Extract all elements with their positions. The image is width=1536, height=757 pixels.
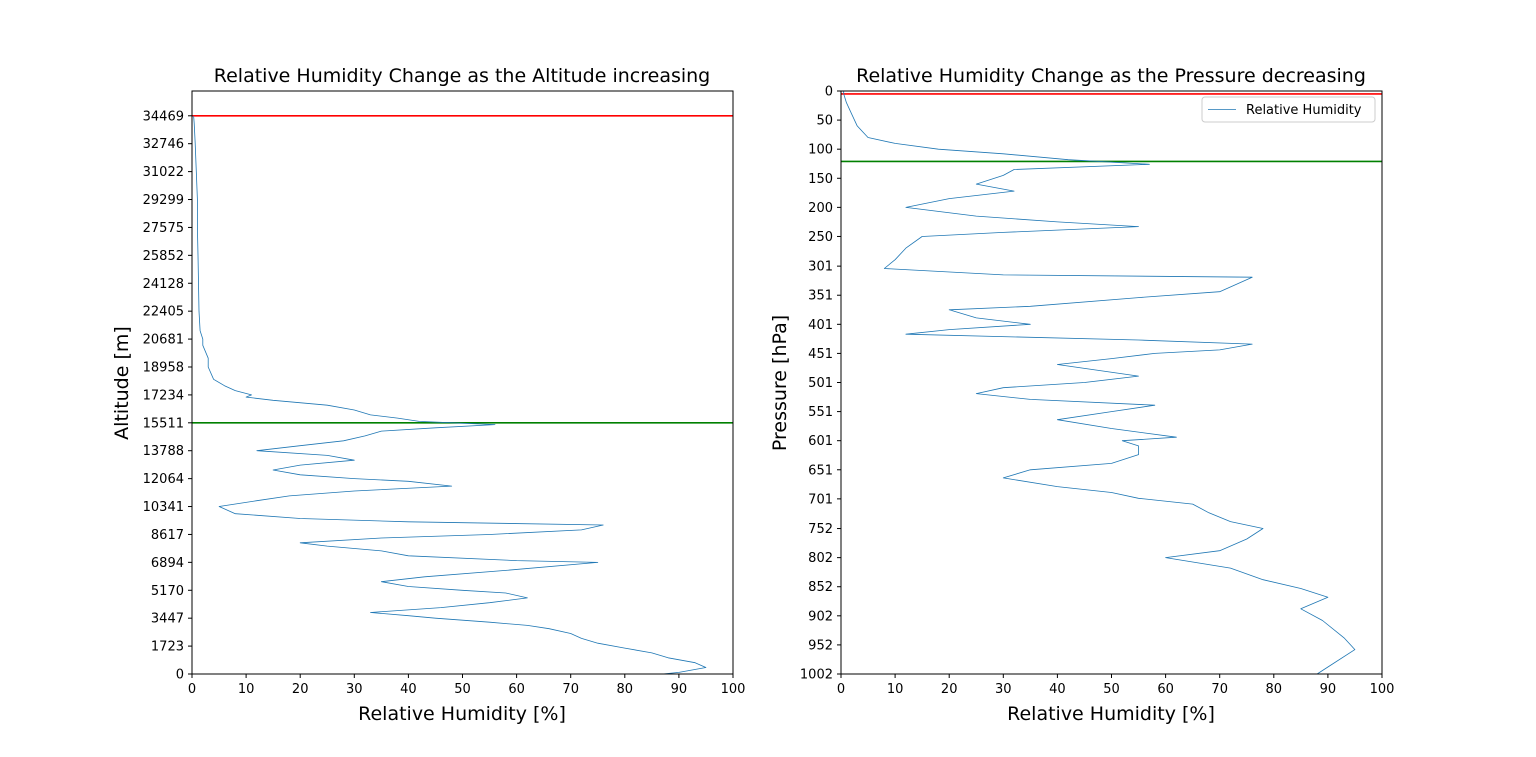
pressure-ytick-label: 0 [825,85,833,100]
altitude-xtick-label: 30 [346,682,363,697]
altitude-ytick-label: 8617 [151,528,184,543]
pressure-ytick-label: 100 [808,143,833,158]
pressure-ytick-label: 1002 [800,668,833,683]
pressure-ytick-label: 601 [808,434,833,449]
altitude-ytick-label: 15511 [143,416,184,431]
altitude-ytick-label: 12064 [143,472,184,487]
altitude-ytick-label: 13788 [143,444,184,459]
altitude-ytick-label: 25852 [143,249,184,264]
altitude-ytick-label: 34469 [143,109,184,124]
pressure-humidity-series-line [843,91,1356,675]
altitude-humidity-series-line [193,115,707,675]
altitude-ytick-label: 18958 [143,360,184,375]
pressure-xtick-label: 50 [1103,682,1120,697]
altitude-xtick-label: 10 [238,682,255,697]
altitude-ytick-label: 20681 [143,333,184,348]
pressure-chart-panel: Relative Humidity Change as the Pressure… [769,65,1394,725]
altitude-ytick-label: 24128 [143,277,184,292]
pressure-xtick-label: 100 [1370,682,1395,697]
altitude-ytick-label: 17234 [143,388,184,403]
altitude-ytick-label: 32746 [143,137,184,152]
pressure-ytick-label: 701 [808,492,833,507]
pressure-ytick-label: 852 [808,580,833,595]
pressure-ytick-label: 250 [808,230,833,245]
pressure-ytick-label: 301 [808,260,833,275]
altitude-ytick-label: 31022 [143,165,184,180]
altitude-xtick-label: 40 [400,682,417,697]
altitude-ytick-label: 22405 [143,305,184,320]
pressure-ytick-label: 200 [808,201,833,216]
pressure-xtick-label: 40 [1049,682,1066,697]
altitude-chart-plot-area [192,91,733,674]
altitude-chart-panel: Relative Humidity Change as the Altitude… [111,65,745,725]
altitude-xtick-label: 70 [562,682,579,697]
legend-box [1201,96,1376,123]
pressure-ytick-label: 952 [808,638,833,653]
altitude-xtick-label: 90 [671,682,688,697]
pressure-xtick-label: 20 [941,682,958,697]
pressure-ytick-label: 501 [808,376,833,391]
pressure-ytick-label: 752 [808,522,833,537]
pressure-chart-plot-area [841,91,1382,674]
altitude-xtick-label: 0 [188,682,196,697]
pressure-ytick-label: 902 [808,609,833,624]
altitude-ytick-label: 3447 [151,612,184,627]
altitude-chart-title: Relative Humidity Change as the Altitude… [214,65,711,87]
pressure-ytick-label: 50 [816,114,833,129]
pressure-xtick-label: 0 [837,682,845,697]
legend-entry-relative-humidity: Relative Humidity [1246,103,1362,118]
pressure-chart-ylabel: Pressure [hPa] [769,315,791,451]
pressure-xtick-label: 70 [1211,682,1228,697]
altitude-chart-ylabel: Altitude [m] [111,326,133,440]
pressure-chart-title: Relative Humidity Change as the Pressure… [856,65,1366,87]
altitude-ytick-label: 27575 [143,221,184,236]
altitude-xtick-label: 80 [617,682,634,697]
altitude-xtick-label: 50 [454,682,471,697]
pressure-ytick-label: 651 [808,463,833,478]
altitude-ytick-label: 10341 [143,500,184,515]
pressure-chart-legend: Relative Humidity [1201,96,1376,123]
altitude-ytick-label: 6894 [151,556,184,571]
pressure-ytick-label: 351 [808,289,833,304]
pressure-ytick-label: 802 [808,551,833,566]
pressure-ytick-label: 451 [808,347,833,362]
altitude-ytick-label: 0 [176,668,184,683]
altitude-ytick-label: 5170 [151,584,184,599]
pressure-ytick-label: 401 [808,318,833,333]
altitude-xtick-label: 100 [721,682,746,697]
pressure-chart-xlabel: Relative Humidity [%] [1007,703,1215,725]
altitude-ytick-label: 29299 [143,193,184,208]
altitude-xtick-label: 60 [508,682,525,697]
altitude-ytick-label: 1723 [151,640,184,655]
altitude-chart-xlabel: Relative Humidity [%] [358,703,566,725]
pressure-xtick-label: 90 [1320,682,1337,697]
pressure-xtick-label: 30 [995,682,1012,697]
pressure-ytick-label: 150 [808,172,833,187]
pressure-xtick-label: 80 [1266,682,1283,697]
pressure-ytick-label: 551 [808,405,833,420]
pressure-xtick-label: 60 [1157,682,1174,697]
pressure-xtick-label: 10 [887,682,904,697]
altitude-xtick-label: 20 [292,682,309,697]
